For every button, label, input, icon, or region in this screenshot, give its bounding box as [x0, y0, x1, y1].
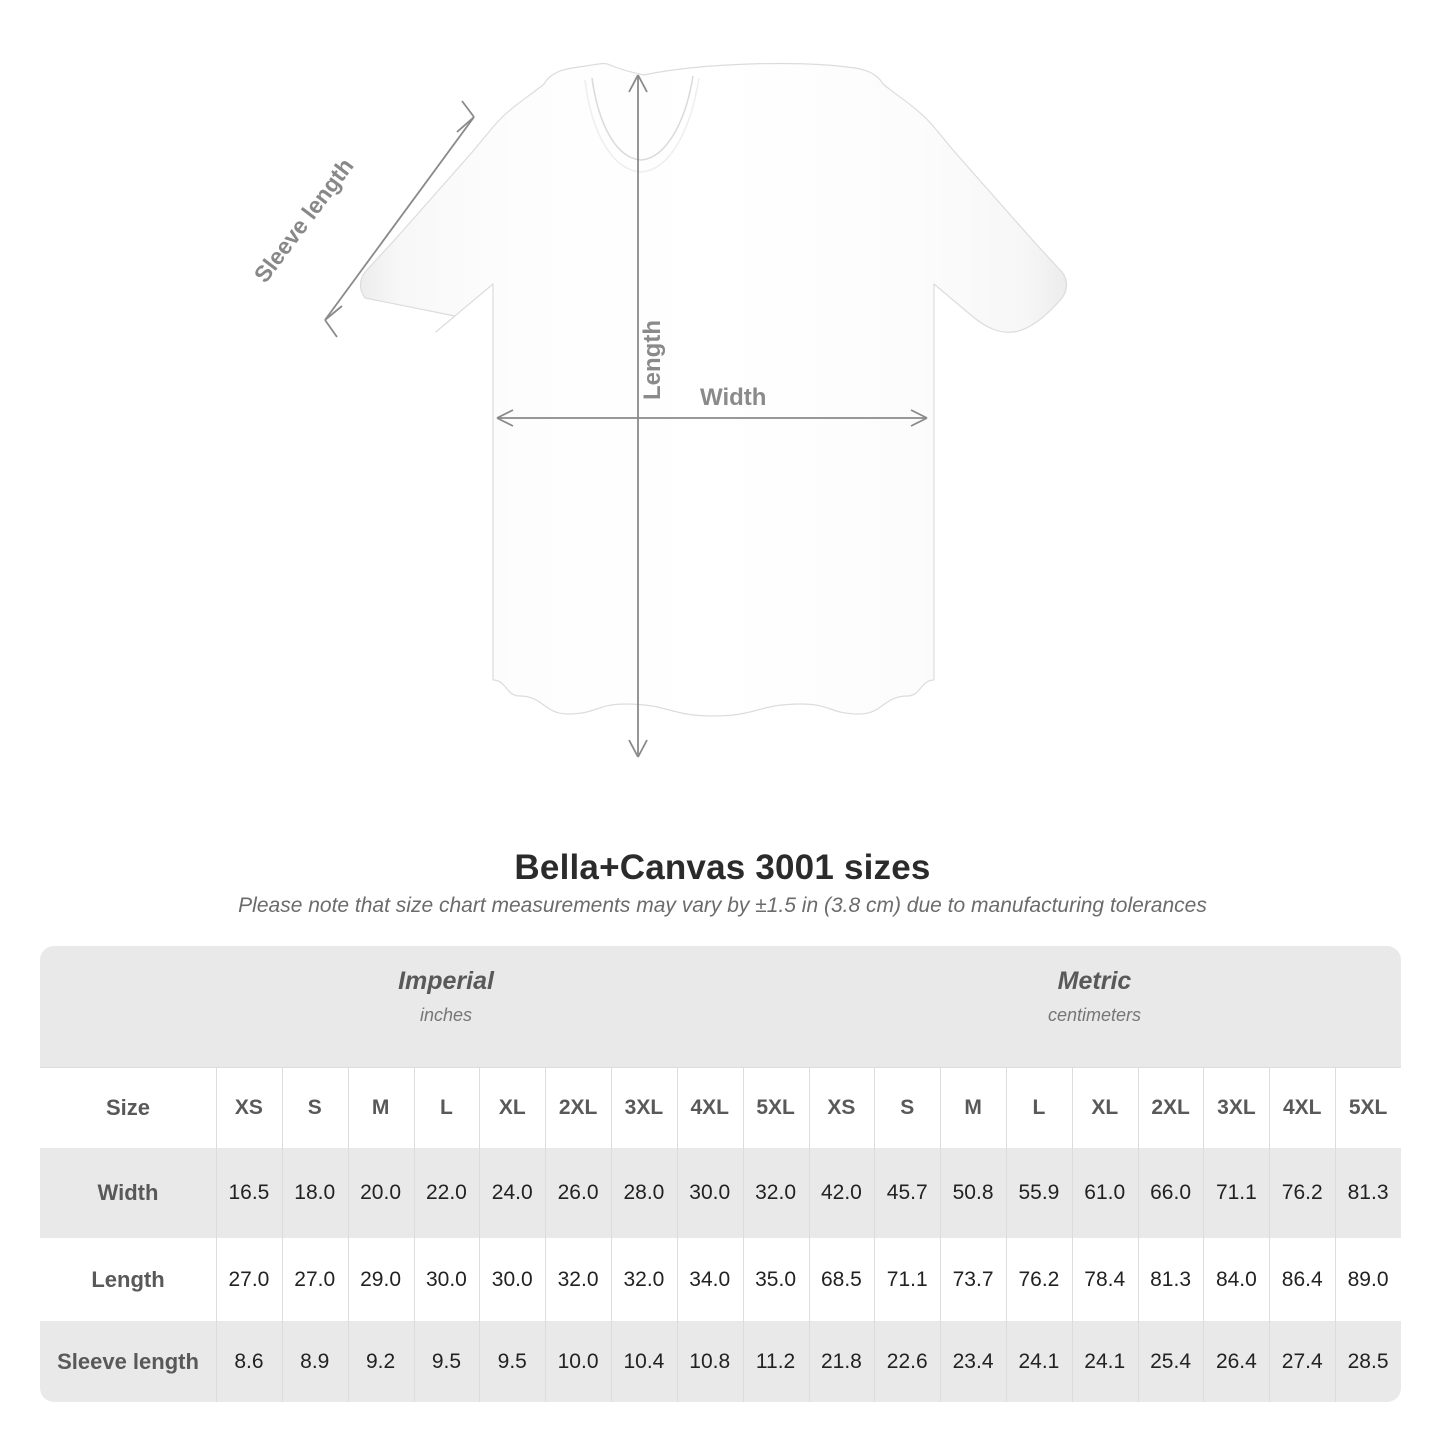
svg-text:Length: Length: [639, 320, 666, 400]
svg-text:Width: Width: [700, 384, 766, 411]
svg-text:Sleeve length: Sleeve length: [249, 153, 359, 287]
